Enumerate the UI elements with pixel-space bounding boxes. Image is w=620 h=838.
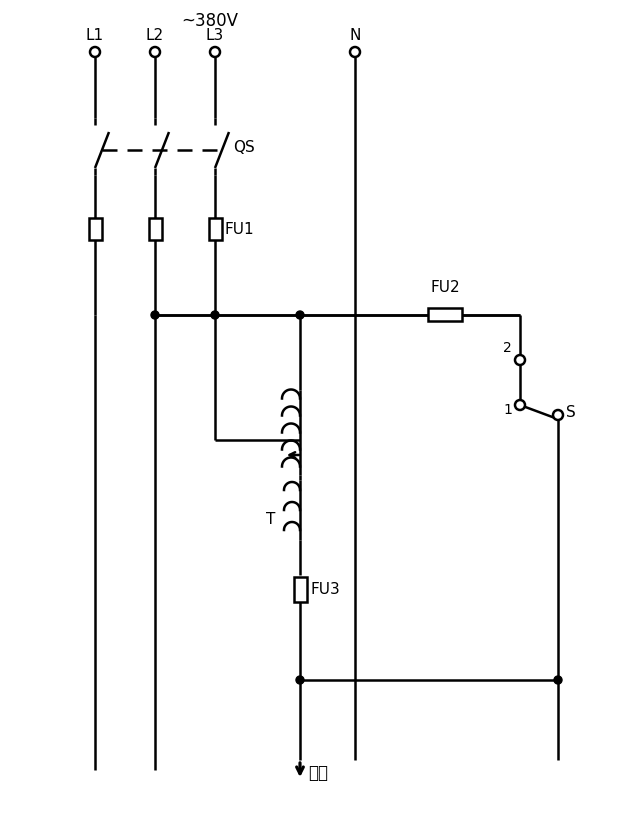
Circle shape — [553, 410, 563, 420]
Bar — [428, 308, 462, 322]
Bar — [149, 218, 161, 240]
Bar — [208, 218, 221, 240]
Circle shape — [515, 400, 525, 410]
Text: ~380V: ~380V — [182, 12, 239, 30]
Circle shape — [296, 311, 304, 319]
Text: 1: 1 — [503, 403, 512, 417]
Text: QS: QS — [233, 141, 255, 156]
Circle shape — [151, 311, 159, 319]
Text: L1: L1 — [86, 28, 104, 43]
Circle shape — [554, 676, 562, 684]
Circle shape — [90, 47, 100, 57]
Text: FU2: FU2 — [430, 280, 460, 295]
Text: S: S — [566, 406, 576, 421]
Text: L3: L3 — [206, 28, 224, 43]
Circle shape — [515, 355, 525, 365]
Bar — [293, 577, 306, 603]
Text: 输出: 输出 — [308, 764, 328, 782]
Text: FU1: FU1 — [225, 221, 255, 236]
Circle shape — [210, 47, 220, 57]
Circle shape — [150, 47, 160, 57]
Text: T: T — [265, 513, 275, 527]
Text: L2: L2 — [146, 28, 164, 43]
Text: N: N — [349, 28, 361, 43]
Circle shape — [350, 47, 360, 57]
Circle shape — [211, 311, 219, 319]
Circle shape — [296, 676, 304, 684]
Text: 2: 2 — [503, 341, 512, 355]
Bar — [89, 218, 102, 240]
Text: FU3: FU3 — [310, 582, 340, 597]
